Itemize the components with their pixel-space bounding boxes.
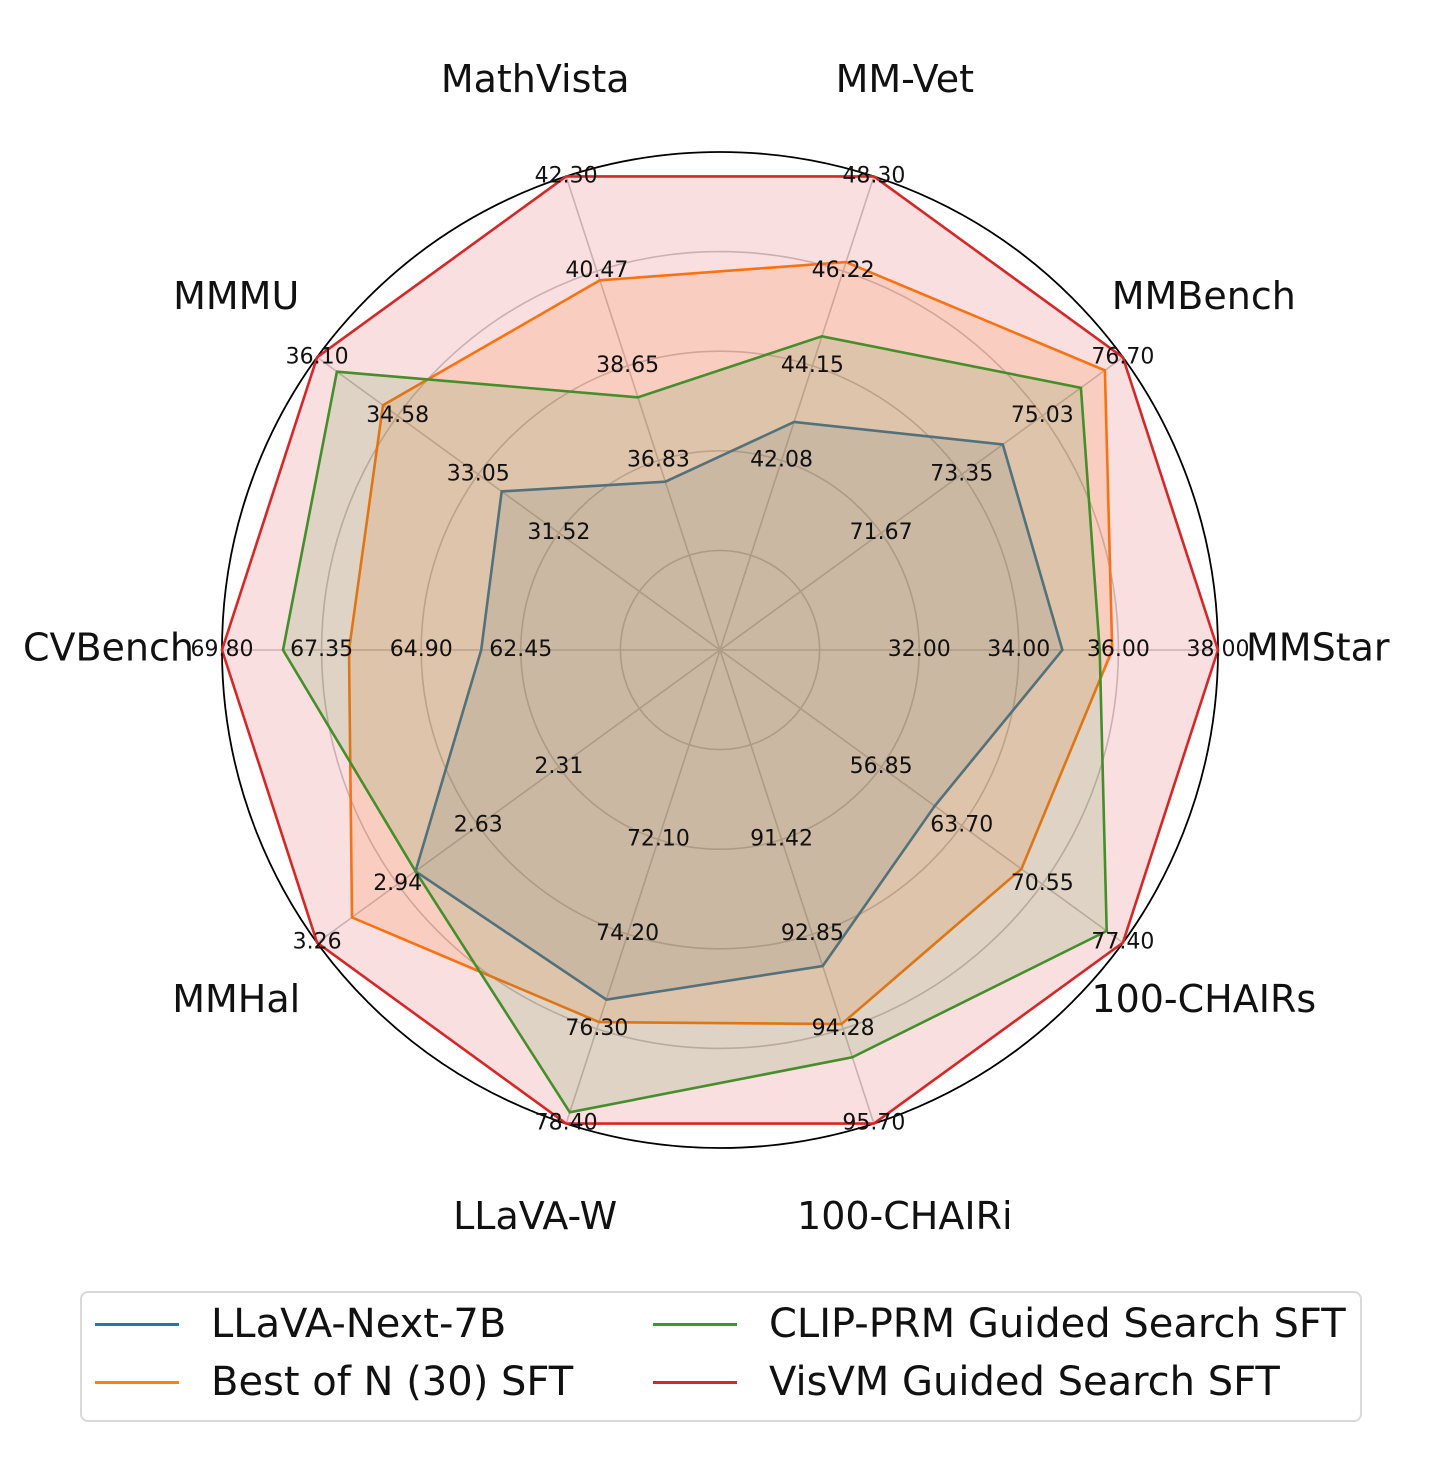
- series-line-best-of-n-30-sft: [347, 260, 1114, 1026]
- tick-label: 73.35: [930, 461, 993, 486]
- tick-label: 2.31: [534, 754, 583, 779]
- tick-label: 72.10: [627, 826, 690, 851]
- legend-swatch: [95, 1380, 179, 1384]
- tick-label: 3.26: [293, 930, 342, 955]
- tick-label: 67.35: [290, 637, 353, 662]
- tick-label: 75.03: [1011, 403, 1074, 428]
- legend-label: Best of N (30) SFT: [211, 1359, 574, 1405]
- tick-label: 33.05: [447, 461, 510, 486]
- tick-label: 64.90: [390, 637, 453, 662]
- tick-label: 38.00: [1187, 637, 1250, 662]
- tick-label: 74.20: [596, 921, 659, 946]
- radar-series: [220, 175, 1220, 1125]
- tick-label: 32.00: [888, 637, 951, 662]
- legend-label: VisVM Guided Search SFT: [769, 1359, 1280, 1405]
- axis-label: LLaVA-W: [453, 1194, 617, 1238]
- tick-label: 2.94: [373, 871, 422, 896]
- series-area-visvm-guided-search-sft: [222, 176, 1218, 1124]
- axis-label: MMMU: [173, 274, 299, 318]
- grid-spoke: [565, 649, 721, 1124]
- legend-swatch: [653, 1322, 737, 1326]
- series-line-visvm-guided-search-sft: [220, 175, 1220, 1125]
- tick-label: 34.58: [366, 403, 429, 428]
- tick-label: 36.00: [1087, 637, 1150, 662]
- tick-label: 42.30: [535, 163, 598, 188]
- tick-label: 36.83: [627, 448, 690, 473]
- tick-label: 91.42: [750, 826, 813, 851]
- tick-label: 31.52: [527, 520, 590, 545]
- legend-item-llava-next: LLaVA-Next-7B: [95, 1301, 506, 1347]
- grid-spoke: [565, 176, 721, 651]
- grid-spoke: [719, 649, 1124, 944]
- legend-swatch: [95, 1322, 179, 1326]
- axis-label: 100-CHAIRs: [1091, 977, 1316, 1021]
- tick-label: 63.70: [930, 813, 993, 838]
- tick-label: 69.80: [191, 637, 254, 662]
- legend-item-visvm: VisVM Guided Search SFT: [653, 1359, 1280, 1405]
- tick-label: 38.65: [596, 353, 659, 378]
- legend-item-clip-prm: CLIP-PRM Guided Search SFT: [653, 1301, 1346, 1347]
- tick-label: 34.00: [987, 637, 1050, 662]
- tick-label: 70.55: [1011, 871, 1074, 896]
- tick-label: 77.40: [1091, 930, 1154, 955]
- tick-label: 56.85: [850, 754, 913, 779]
- legend: LLaVA-Next-7B Best of N (30) SFT CLIP-PR…: [80, 1291, 1362, 1422]
- tick-label: 95.70: [842, 1111, 905, 1136]
- grid-spoke: [316, 649, 721, 944]
- radar-labels: 32.00 34.00 36.00 38.00 71.67 73.35 75.03 76.70…: [23, 57, 1390, 1238]
- series-area-best-of-n-30-sft: [349, 262, 1113, 1025]
- tick-label: 94.28: [812, 1016, 875, 1041]
- tick-label: 36.10: [286, 344, 349, 369]
- legend-label: CLIP-PRM Guided Search SFT: [769, 1301, 1346, 1347]
- tick-label: 76.70: [1091, 344, 1154, 369]
- tick-label: 44.15: [781, 353, 844, 378]
- series-line-clip-prm-guided-search-sft: [281, 334, 1109, 1114]
- tick-label: 48.30: [842, 163, 905, 188]
- tick-label: 78.40: [535, 1111, 598, 1136]
- tick-label: 76.30: [565, 1016, 628, 1041]
- grid-spoke: [719, 649, 875, 1124]
- legend-item-best-of-n: Best of N (30) SFT: [95, 1359, 573, 1405]
- tick-label: 40.47: [565, 258, 628, 283]
- tick-label: 42.08: [750, 448, 813, 473]
- radar-grid: [221, 151, 1219, 1149]
- axis-label: MM-Vet: [836, 57, 974, 101]
- tick-label: 2.63: [454, 813, 503, 838]
- series-area-clip-prm-guided-search-sft: [283, 336, 1107, 1113]
- legend-swatch: [653, 1380, 737, 1384]
- axis-label: 100-CHAIRi: [797, 1194, 1013, 1238]
- axis-label: CVBench: [23, 626, 194, 670]
- series-area-llava-next-7b: [415, 422, 1063, 1000]
- grid-spoke: [719, 356, 1124, 651]
- axis-label: MathVista: [441, 57, 630, 101]
- series-line-llava-next-7b: [413, 420, 1064, 1001]
- tick-label: 71.67: [850, 520, 913, 545]
- tick-label: 62.45: [489, 637, 552, 662]
- grid-spoke: [719, 176, 875, 651]
- axis-label: MMBench: [1112, 274, 1296, 318]
- tick-label: 92.85: [781, 921, 844, 946]
- axis-label: MMHal: [172, 977, 300, 1021]
- axis-label: MMStar: [1246, 626, 1390, 670]
- legend-label: LLaVA-Next-7B: [211, 1301, 507, 1347]
- tick-label: 46.22: [812, 258, 875, 283]
- grid-spoke: [316, 356, 721, 651]
